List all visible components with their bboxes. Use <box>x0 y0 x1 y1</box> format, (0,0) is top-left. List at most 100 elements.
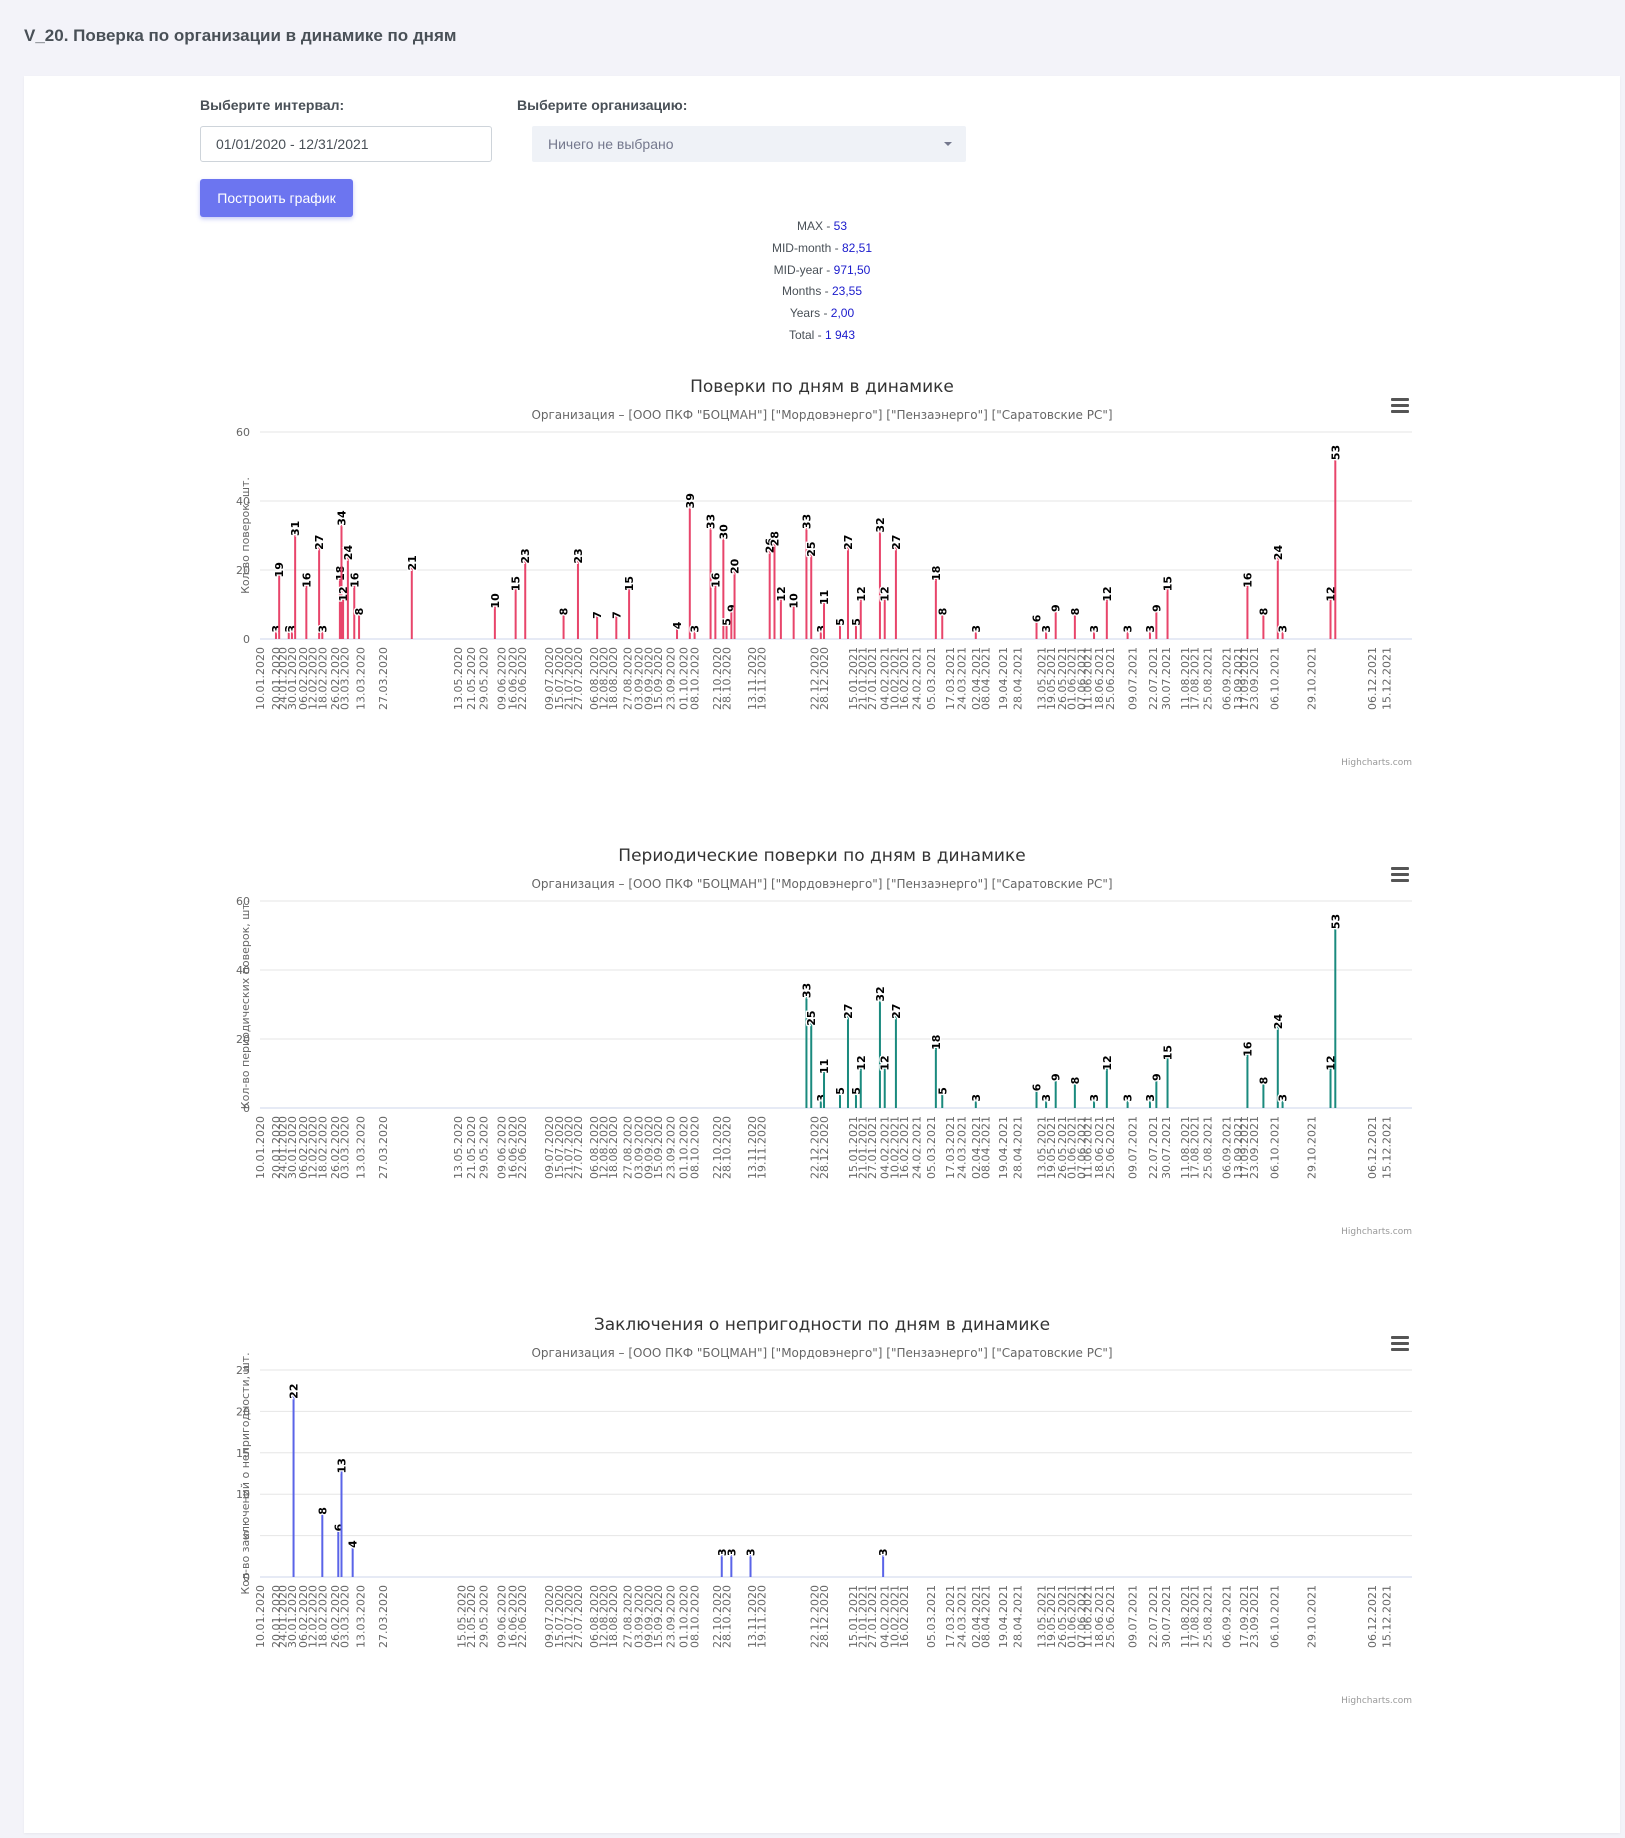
data-label: 25 <box>805 1010 818 1025</box>
x-tick-label: 12.08.2020 <box>598 1116 611 1179</box>
x-tick-label: 22.06.2020 <box>516 647 529 710</box>
x-tick-label: 26.05.2021 <box>1056 1585 1069 1648</box>
data-label: 3 <box>745 1549 758 1557</box>
credits-link[interactable]: Highcharts.com <box>1341 1227 1412 1237</box>
chart-bar <box>878 528 881 639</box>
y-tick-label: 10 <box>236 1488 250 1501</box>
y-tick-label: 60 <box>236 426 250 439</box>
x-tick-label: 06.08.2020 <box>588 1116 601 1179</box>
x-tick-label: 12.08.2020 <box>598 1585 611 1648</box>
x-tick-label: 15.05.2020 <box>455 1585 468 1648</box>
x-tick-label: 08.10.2020 <box>689 647 702 710</box>
chart-bar <box>846 545 849 639</box>
x-tick-label: 08.10.2020 <box>689 1116 702 1179</box>
y-tick-label: 60 <box>236 895 250 908</box>
x-tick-label: 21.07.2020 <box>562 1116 575 1179</box>
x-tick-label: 09.09.2020 <box>642 1116 655 1179</box>
page-title: V_20. Поверка по организации в динамике … <box>24 26 457 45</box>
chart-bar <box>882 1552 885 1577</box>
data-label: 3 <box>270 625 283 633</box>
chart-bar <box>278 573 281 639</box>
chart-bar <box>1276 556 1279 639</box>
data-label: 34 <box>335 510 348 526</box>
x-tick-label: 28.10.2020 <box>721 1116 734 1179</box>
x-tick-label: 07.06.2021 <box>1075 647 1088 710</box>
chart-bar <box>730 607 733 639</box>
organization-select[interactable]: Ничего не выбрано <box>532 126 966 162</box>
x-tick-label: 27.08.2020 <box>621 1116 634 1179</box>
x-tick-label: 24.02.2021 <box>911 647 924 710</box>
x-tick-label: 07.06.2021 <box>1075 1585 1088 1648</box>
chart-title: Поверки по дням в динамике <box>690 377 954 397</box>
data-label: 8 <box>316 1507 329 1515</box>
data-label: 18 <box>930 566 943 581</box>
organization-select-value: Ничего не выбрано <box>548 136 674 152</box>
chart-bar <box>854 1090 857 1108</box>
x-tick-label: 21.05.2020 <box>465 1585 478 1648</box>
x-tick-label: 09.07.2020 <box>543 647 556 710</box>
chart-bar <box>340 521 343 639</box>
chart-bar <box>274 628 277 639</box>
chart-svg: Периодические поверки по дням в динамике… <box>236 846 1412 1237</box>
data-label: 22 <box>288 1384 301 1399</box>
x-tick-label: 22.07.2021 <box>1147 647 1160 710</box>
x-tick-label: 16.06.2020 <box>506 1116 519 1179</box>
x-tick-label: 20.01.2020 <box>270 1116 283 1179</box>
chart-bar <box>773 542 776 639</box>
x-tick-label: 16.02.2021 <box>898 1116 911 1179</box>
x-tick-label: 13.03.2020 <box>355 647 368 710</box>
x-tick-label: 28.12.2020 <box>818 1585 831 1648</box>
chart-bar <box>974 1097 977 1108</box>
chart-bar <box>859 597 862 639</box>
chart-bar <box>1035 1087 1038 1108</box>
data-label: 3 <box>1144 1094 1157 1102</box>
x-tick-label: 06.12.2021 <box>1366 647 1379 710</box>
x-tick-label: 03.09.2020 <box>633 647 646 710</box>
chart-bar <box>846 1014 849 1108</box>
chart-menu-icon[interactable] <box>1391 398 1409 414</box>
chart-bar <box>1334 925 1337 1108</box>
x-tick-label: 27.07.2020 <box>572 647 585 710</box>
x-tick-label: 06.10.2021 <box>1269 1116 1282 1179</box>
chart-bar <box>1246 1052 1249 1108</box>
data-label: 8 <box>558 608 571 616</box>
x-tick-label: 30.07.2021 <box>1160 1116 1173 1179</box>
x-tick-label: 19.05.2021 <box>1045 647 1058 710</box>
data-label: 3 <box>725 1549 738 1557</box>
data-label: 9 <box>1150 1073 1163 1081</box>
x-tick-label: 23.09.2021 <box>1248 647 1261 710</box>
x-tick-label: 06.02.2020 <box>297 1585 310 1648</box>
x-tick-label: 11.08.2021 <box>1179 1116 1192 1179</box>
build-chart-button[interactable]: Построить график <box>200 179 353 217</box>
credits-link[interactable]: Highcharts.com <box>1341 1696 1412 1706</box>
x-tick-label: 25.06.2021 <box>1104 1585 1117 1648</box>
y-axis-label: Кол-во периодических поверок, шт. <box>239 900 252 1109</box>
x-tick-label: 15.12.2021 <box>1380 1585 1393 1648</box>
chart-bar <box>819 1097 822 1108</box>
x-tick-label: 03.09.2020 <box>633 1585 646 1648</box>
x-tick-label: 06.09.2021 <box>1221 647 1234 710</box>
chart-bar <box>805 525 808 639</box>
chart-bar <box>410 566 413 639</box>
y-tick-label: 20 <box>236 564 250 577</box>
chart-bar <box>338 576 341 639</box>
chart-bar <box>321 1510 324 1577</box>
chart-menu-icon[interactable] <box>1391 1336 1409 1352</box>
chart-bar <box>792 604 795 639</box>
credits-link[interactable]: Highcharts.com <box>1341 758 1412 768</box>
x-tick-label: 18.02.2020 <box>316 1116 329 1179</box>
x-tick-label: 01.06.2021 <box>1066 1116 1079 1179</box>
x-tick-label: 22.07.2021 <box>1147 1116 1160 1179</box>
x-tick-label: 24.01.2020 <box>276 1585 289 1648</box>
x-tick-label: 09.07.2020 <box>543 1585 556 1648</box>
x-tick-label: 30.07.2021 <box>1160 647 1173 710</box>
x-tick-label: 13.05.2021 <box>1035 647 1048 710</box>
x-tick-label: 17.09.2021 <box>1238 1585 1251 1648</box>
data-label: 18 <box>334 566 347 581</box>
chart-menu-icon[interactable] <box>1391 867 1409 883</box>
data-label: 3 <box>1122 1094 1135 1102</box>
data-label: 4 <box>347 1540 360 1548</box>
date-range-input[interactable] <box>200 126 492 162</box>
stat-max: MAX - 53 <box>796 219 848 233</box>
x-tick-label: 15.09.2020 <box>652 1116 665 1179</box>
